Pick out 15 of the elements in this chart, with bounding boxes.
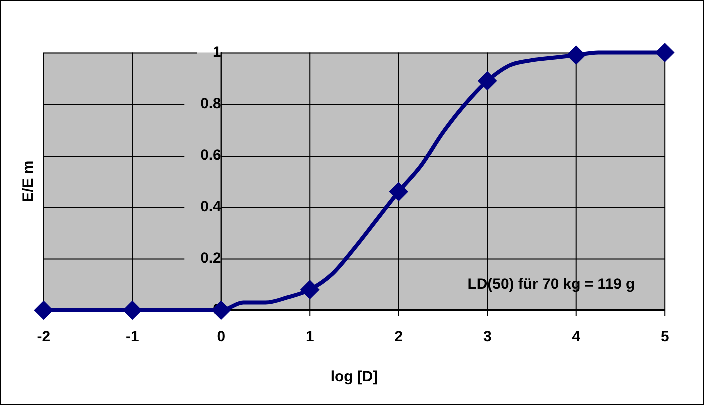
y-tick-label: 0.4 <box>200 198 222 216</box>
x-tick-label: -2 <box>37 328 51 346</box>
x-tick-label: 0 <box>217 328 226 346</box>
x-tick-label: -1 <box>126 328 140 346</box>
y-tick-label: 0.6 <box>200 146 222 164</box>
x-tick-label: 1 <box>306 328 314 346</box>
y-tick-label: 1 <box>213 44 222 61</box>
y-axis-title: E/E m <box>20 160 38 202</box>
x-tick-label: 5 <box>660 328 670 346</box>
x-tick-label: 3 <box>483 328 492 346</box>
x-tick-label: 2 <box>394 328 404 346</box>
y-tick-label: 0.8 <box>200 95 222 112</box>
x-tick-label: 4 <box>572 328 582 346</box>
y-tick-label: 0.2 <box>200 250 222 268</box>
x-axis-title: log [D] <box>330 368 378 386</box>
